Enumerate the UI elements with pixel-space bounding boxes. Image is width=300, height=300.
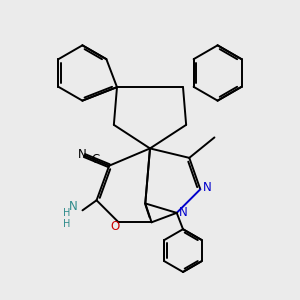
Text: H: H <box>63 208 70 218</box>
Text: C: C <box>91 153 100 166</box>
Text: H: H <box>63 218 70 229</box>
Text: N: N <box>69 200 78 213</box>
Text: N: N <box>179 206 188 219</box>
Text: N: N <box>203 181 212 194</box>
Text: O: O <box>111 220 120 232</box>
Text: N: N <box>78 148 87 160</box>
